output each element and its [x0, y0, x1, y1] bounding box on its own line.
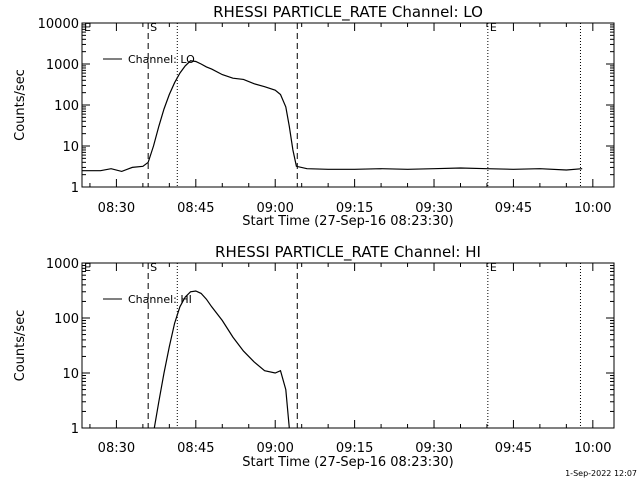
- y-tick-label: 10000: [38, 17, 79, 32]
- y-tick-label: 1000: [46, 257, 79, 272]
- y-axis-label: Counts/sec: [13, 69, 28, 141]
- chart-panel-lo: RHESSI PARTICLE_RATE Channel: LO 08:30 08:…: [13, 3, 615, 229]
- x-tick-label: 09:00: [256, 441, 293, 456]
- data-series-line: [153, 290, 290, 429]
- x-tick-label: 09:45: [495, 441, 532, 456]
- event-marker-label: S: [150, 21, 157, 34]
- x-tick-label: 08:45: [177, 441, 214, 456]
- y-tick-label: 100: [54, 312, 79, 327]
- plot-frame: [81, 262, 615, 429]
- y-axis-label: Counts/sec: [13, 310, 28, 382]
- x-tick-label: 09:30: [415, 441, 452, 456]
- y-tick-label: 10: [62, 140, 79, 155]
- chart-panel-hi: RHESSI PARTICLE_RATE Channel: HI 08:30 08:…: [13, 243, 615, 470]
- y-tick-label: 1000: [46, 58, 79, 73]
- chart-title: RHESSI PARTICLE_RATE Channel: LO: [213, 3, 483, 22]
- x-tick-label: 09:45: [495, 201, 532, 216]
- x-tick-label: 10:00: [574, 201, 611, 216]
- x-tick-label: 09:00: [256, 201, 293, 216]
- footer-timestamp: 1-Sep-2022 12:07: [565, 469, 637, 478]
- x-tick-label: 08:30: [98, 201, 135, 216]
- y-tick-label: 1: [71, 422, 79, 437]
- event-marker-label: E: [490, 21, 497, 34]
- x-tick-label: 10:00: [574, 441, 611, 456]
- event-marker-label: S: [150, 261, 157, 274]
- x-axis-label: Start Time (27-Sep-16 08:23:30): [242, 455, 453, 470]
- event-marker-label: E: [84, 21, 91, 34]
- y-tick-label: 100: [54, 99, 79, 114]
- y-tick-label: 10: [62, 367, 79, 382]
- event-marker-label: E: [490, 261, 497, 274]
- x-axis-label: Start Time (27-Sep-16 08:23:30): [242, 214, 453, 229]
- event-marker-label: E: [84, 261, 91, 274]
- x-tick-label: 09:15: [336, 441, 373, 456]
- plot-frame: [81, 22, 615, 188]
- legend-entry: Channel: LO: [128, 53, 195, 66]
- data-series-line: [82, 60, 583, 173]
- y-tick-label: 1: [71, 181, 79, 196]
- x-tick-label: 08:30: [98, 441, 135, 456]
- legend-entry: Channel: HI: [128, 293, 192, 306]
- x-tick-label: 09:15: [336, 201, 373, 216]
- x-tick-label: 09:30: [415, 201, 452, 216]
- x-tick-label: 08:45: [177, 201, 214, 216]
- chart-title: RHESSI PARTICLE_RATE Channel: HI: [215, 243, 481, 262]
